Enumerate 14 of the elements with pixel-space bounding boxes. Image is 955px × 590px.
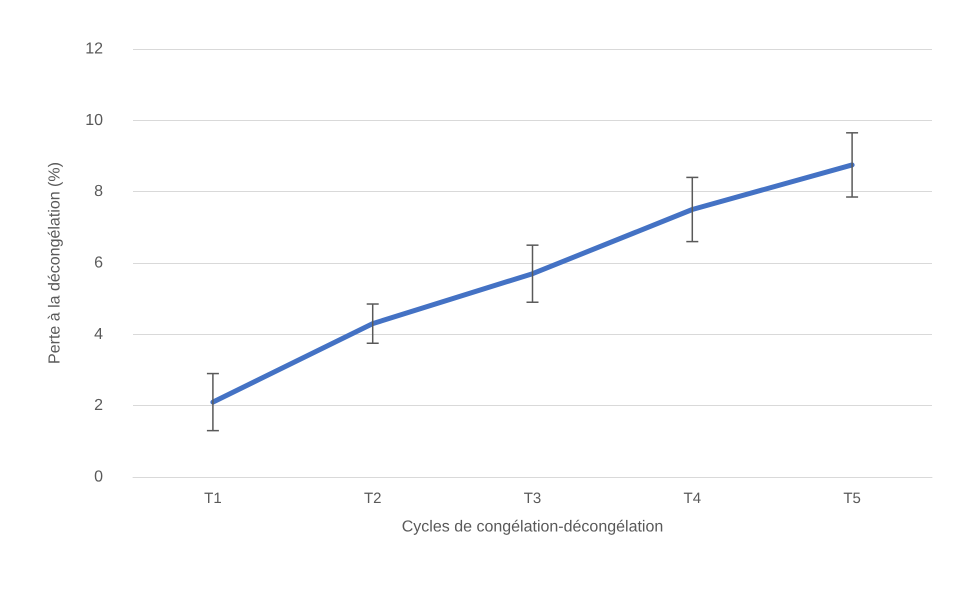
y-tick-label: 6 xyxy=(94,254,104,272)
x-tick-label: T2 xyxy=(364,490,382,507)
y-tick-label: 4 xyxy=(94,326,104,343)
y-tick-label: 12 xyxy=(85,40,104,58)
x-axis-title: Cycles de congélation-décongélation xyxy=(402,518,664,536)
x-tick-label: T4 xyxy=(684,490,702,507)
y-axis-title: Perte à la décongélation (%) xyxy=(46,162,64,364)
y-tick-label: 0 xyxy=(94,468,104,486)
y-tick-label: 2 xyxy=(94,397,104,414)
y-tick-label: 8 xyxy=(94,183,104,200)
x-tick-label: T3 xyxy=(524,490,542,507)
x-tick-label: T5 xyxy=(843,490,861,507)
x-tick-label: T1 xyxy=(204,490,222,507)
y-tick-label: 10 xyxy=(85,112,104,129)
